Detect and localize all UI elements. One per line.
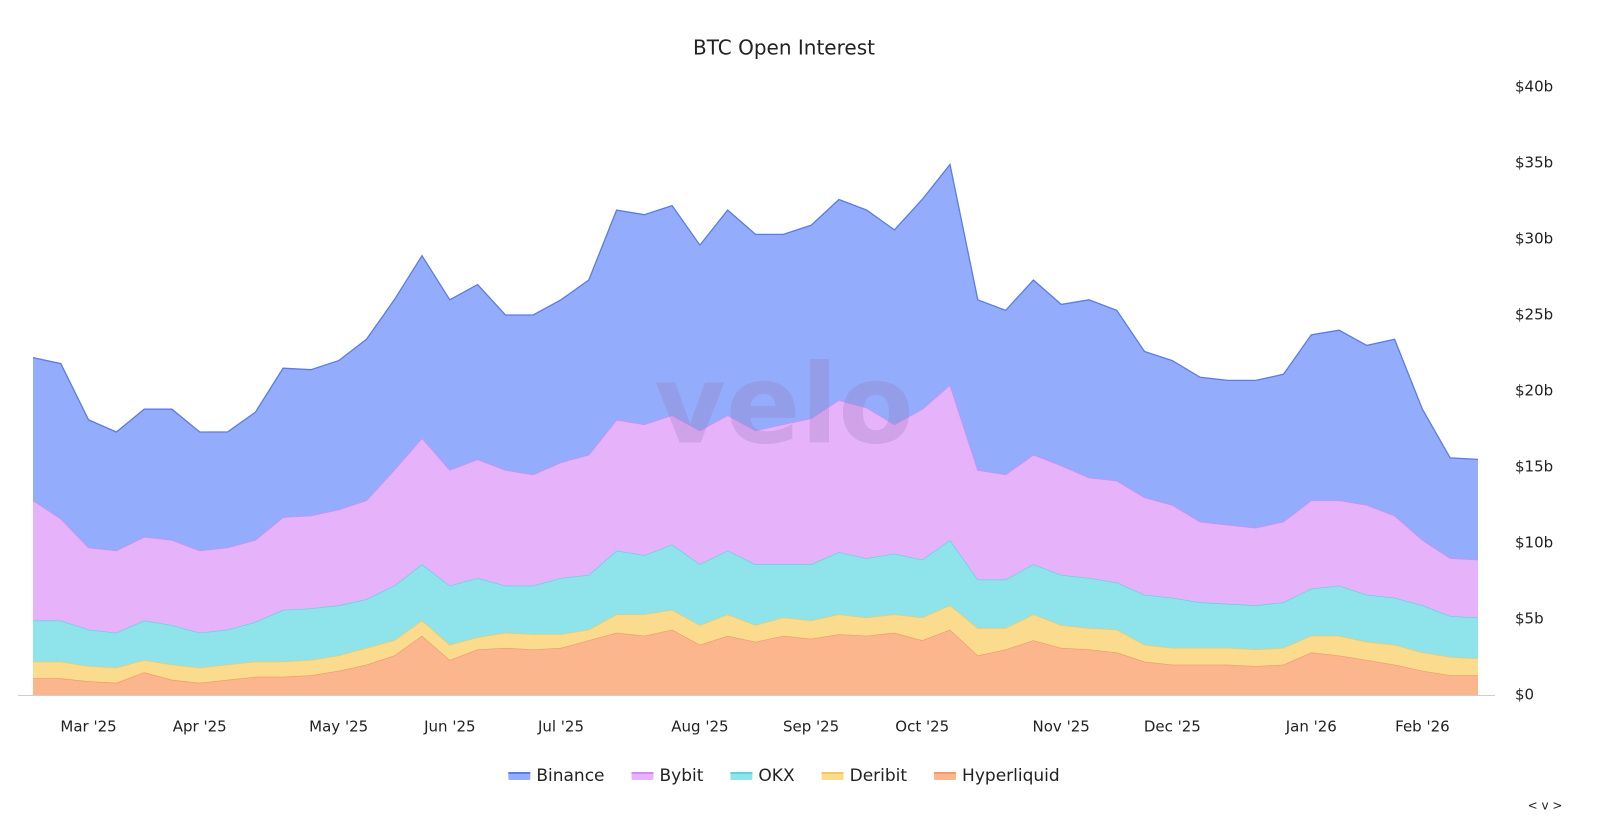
area (33, 384, 1478, 633)
legend-label: OKX (758, 766, 795, 786)
x-tick-label: Mar '25 (60, 718, 116, 736)
area (33, 164, 1478, 560)
y-tick-label: $30b (1515, 230, 1553, 248)
x-tick-label: Feb '26 (1395, 718, 1450, 736)
x-tick-label: Aug '25 (671, 718, 728, 736)
y-tick-label: $40b (1515, 78, 1553, 96)
legend-swatch-edge (730, 772, 753, 774)
legend-label: Hyperliquid (962, 766, 1060, 786)
x-tick-label: May '25 (309, 718, 368, 736)
y-tick-label: $35b (1515, 154, 1553, 172)
chart-control[interactable]: < v > (1528, 799, 1563, 813)
chart-title: BTC Open Interest (693, 36, 875, 60)
y-tick-label: $15b (1515, 458, 1553, 476)
y-tick-label: $5b (1515, 610, 1544, 628)
watermark: velo (654, 340, 914, 468)
x-tick-label: Nov '25 (1033, 718, 1090, 736)
legend: Binance Bybit OKX Deribit Hyperliquid (508, 766, 1060, 786)
x-tick-label: Jun '25 (423, 718, 475, 736)
plot-area (32, 163, 1479, 695)
y-tick-label: $10b (1515, 534, 1553, 552)
y-tick-label: $0 (1515, 686, 1534, 704)
area (33, 629, 1478, 695)
legend-label: Bybit (660, 766, 704, 786)
x-tick-label: Dec '25 (1144, 718, 1201, 736)
legend-swatch-edge (821, 772, 844, 774)
y-tick-label: $20b (1515, 382, 1553, 400)
x-tick-label: Jul '25 (537, 718, 584, 736)
x-tick-label: Sep '25 (783, 718, 839, 736)
legend-swatch-edge (508, 772, 531, 774)
x-tick-label: Jan '26 (1285, 718, 1337, 736)
legend-label: Binance (536, 766, 604, 786)
x-tick-label: Oct '25 (895, 718, 949, 736)
area (33, 540, 1478, 668)
y-tick-label: $25b (1515, 306, 1553, 324)
area-edge (32, 163, 1479, 461)
legend-swatch-edge (631, 772, 654, 774)
legend-swatch-edge (934, 772, 957, 774)
legend-label: Deribit (850, 766, 908, 786)
x-tick-label: Apr '25 (173, 718, 227, 736)
area (33, 605, 1478, 683)
